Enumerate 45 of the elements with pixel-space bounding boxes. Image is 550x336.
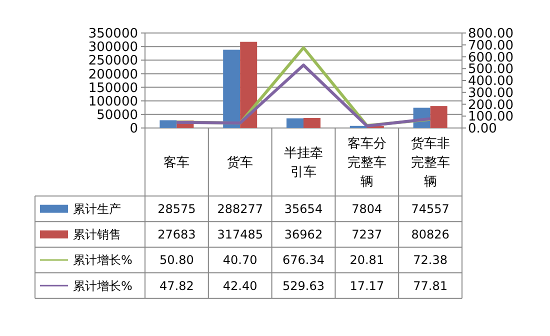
data-label: 40.70 (222, 253, 258, 268)
data-label: 77.81 (413, 278, 448, 293)
data-label: 28575 (158, 202, 196, 216)
y-tick-label: 300000 (88, 40, 138, 56)
y-tick-label: 350000 (88, 26, 138, 42)
data-label: 288277 (217, 202, 264, 216)
data-label: 72.38 (413, 253, 448, 268)
data-label: 47.82 (160, 278, 194, 293)
legend-label: 累计生产 (73, 202, 121, 216)
data-label: 7804 (352, 202, 382, 216)
bar (223, 50, 240, 128)
data-label: 35654 (284, 202, 323, 216)
data-label: 50.80 (160, 253, 194, 268)
y-tick-label: 0 (130, 122, 138, 137)
y-tick-label: 200000 (88, 67, 138, 82)
bar (430, 106, 448, 128)
bar (304, 118, 320, 128)
x-tick-label: 半挂牵引车 (284, 146, 323, 180)
x-tick-label: 客车 (164, 154, 190, 171)
data-label: 317485 (217, 228, 264, 242)
y-tick-label: 250000 (88, 54, 138, 69)
data-label: 74557 (411, 202, 450, 216)
data-label: 7237 (352, 228, 382, 242)
x-tick-label: 货车非完整车辆 (410, 136, 450, 190)
legend-label: 累计增长% (73, 253, 132, 268)
x-tick-label: 客车分完整车辆 (347, 136, 386, 190)
line-series (175, 64, 432, 128)
data-label: 17.17 (350, 278, 384, 293)
bar (286, 118, 304, 128)
data-label: 80826 (411, 228, 450, 242)
legend-label: 累计销售 (73, 228, 121, 242)
data-label: 36962 (284, 228, 323, 242)
x-tick-label: 货车 (227, 156, 254, 171)
data-label: 676.34 (282, 253, 324, 268)
data-label: 27683 (158, 228, 196, 242)
data-label: 529.63 (282, 278, 324, 293)
legend-label: 累计增长% (73, 278, 132, 293)
bar (240, 42, 258, 128)
y-tick-label: 50000 (96, 108, 138, 123)
y-tick-label: 100000 (88, 94, 138, 110)
y-tick-label: 150000 (88, 80, 138, 96)
y2-tick-label: 0.00 (468, 122, 497, 137)
data-label: 42.40 (222, 278, 258, 293)
bar (160, 120, 177, 128)
data-label: 20.81 (350, 253, 384, 268)
